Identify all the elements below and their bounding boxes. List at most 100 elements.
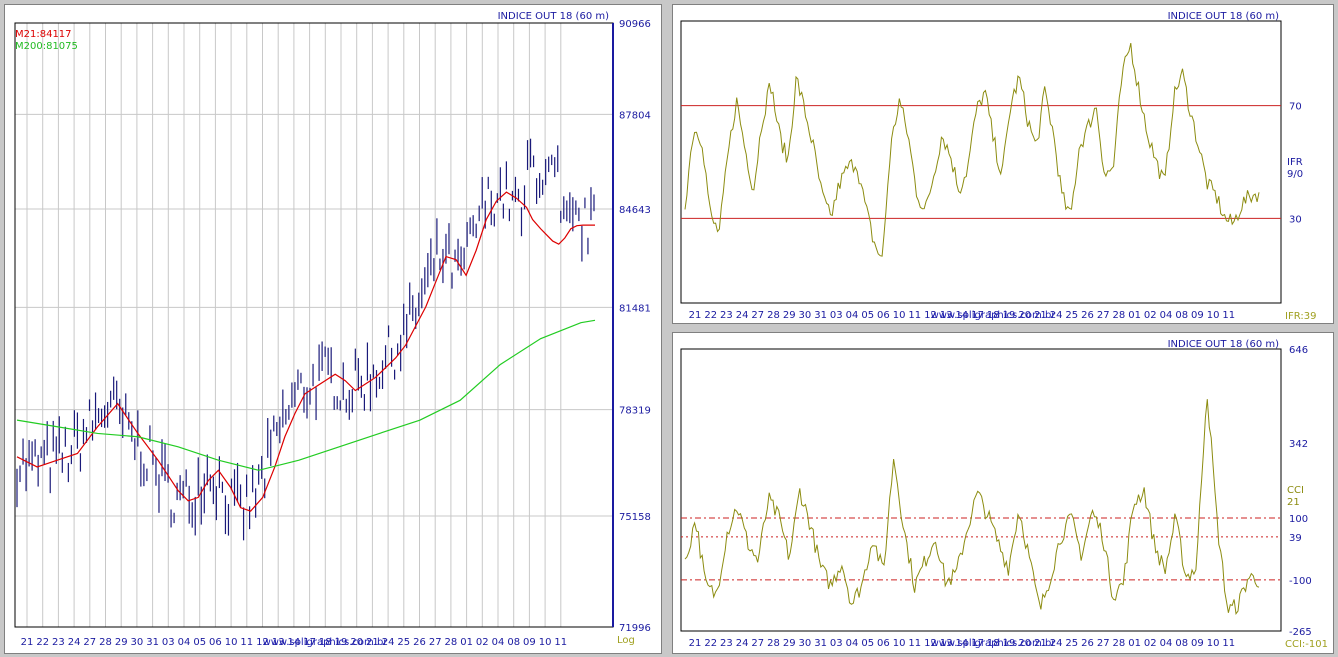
x-tick-label: 28 bbox=[767, 638, 780, 649]
x-tick-label: 12 bbox=[924, 310, 937, 321]
x-tick-label: 28 bbox=[1113, 310, 1126, 321]
x-tick-label: 28 bbox=[445, 637, 458, 648]
y-tick-label: 75158 bbox=[619, 512, 651, 523]
x-tick-label: 11 bbox=[1222, 310, 1235, 321]
y-tick-label: 70 bbox=[1289, 102, 1302, 113]
x-tick-label: 24 bbox=[736, 638, 749, 649]
legend-m200: M200:81075 bbox=[15, 41, 78, 52]
x-tick-label: 05 bbox=[861, 310, 874, 321]
x-tick-label: 28 bbox=[99, 637, 112, 648]
x-tick-label: 27 bbox=[429, 637, 442, 648]
x-tick-label: 05 bbox=[861, 638, 874, 649]
x-tick-label: 17 bbox=[971, 638, 984, 649]
x-tick-label: 30 bbox=[799, 638, 812, 649]
x-tick-label: 27 bbox=[83, 637, 96, 648]
y-tick-label: -265 bbox=[1289, 627, 1312, 638]
price-bars bbox=[16, 138, 595, 541]
watermark: www.spligraphics.com.br bbox=[931, 638, 1057, 649]
indicator-name: CCI bbox=[1287, 485, 1304, 496]
y-tick-label: 81481 bbox=[619, 303, 651, 314]
y-tick-label: 100 bbox=[1289, 514, 1308, 525]
x-tick-label: 29 bbox=[783, 638, 796, 649]
x-tick-label: 26 bbox=[1081, 638, 1094, 649]
x-tick-label: 31 bbox=[146, 637, 159, 648]
watermark: www.spligraphics.com.br bbox=[263, 637, 389, 648]
chart-title: INDICE OUT 18 (60 m) bbox=[498, 11, 609, 22]
x-tick-label: 27 bbox=[751, 310, 764, 321]
indicator-name: IFR bbox=[1287, 157, 1303, 168]
x-tick-label: 10 bbox=[893, 638, 906, 649]
x-tick-label: 01 bbox=[1128, 638, 1141, 649]
x-tick-label: 28 bbox=[1113, 638, 1126, 649]
x-tick-label: 11 bbox=[1222, 638, 1235, 649]
x-tick-label: 23 bbox=[720, 310, 733, 321]
x-tick-label: 20 bbox=[1018, 310, 1031, 321]
cci-chart: INDICE OUT 18 (60 m)64634210039-100-265C… bbox=[680, 339, 1328, 650]
x-tick-label: 01 bbox=[1128, 310, 1141, 321]
x-tick-label: 11 bbox=[554, 637, 567, 648]
x-tick-label: 06 bbox=[877, 310, 890, 321]
watermark: www.spligraphics.com.br bbox=[931, 310, 1057, 321]
m200-line bbox=[16, 319, 596, 471]
x-tick-label: 26 bbox=[413, 637, 426, 648]
log-label: Log bbox=[617, 635, 635, 646]
x-tick-label: 20 bbox=[1018, 638, 1031, 649]
x-tick-label: 04 bbox=[1160, 310, 1173, 321]
x-tick-label: 19 bbox=[1003, 310, 1016, 321]
x-tick-label: 25 bbox=[397, 637, 410, 648]
x-tick-label: 13 bbox=[272, 637, 285, 648]
x-tick-label: 21 bbox=[21, 637, 34, 648]
plot-frame bbox=[680, 348, 1282, 632]
x-tick-label: 04 bbox=[178, 637, 191, 648]
x-tick-label: 06 bbox=[209, 637, 222, 648]
y-tick-label: 71996 bbox=[619, 623, 651, 634]
x-tick-label: 18 bbox=[319, 637, 332, 648]
x-tick-label: 06 bbox=[877, 638, 890, 649]
x-tick-label: 20 bbox=[350, 637, 363, 648]
x-tick-label: 02 bbox=[1144, 310, 1157, 321]
x-tick-label: 01 bbox=[460, 637, 473, 648]
x-tick-label: 11 bbox=[908, 638, 921, 649]
x-tick-label: 14 bbox=[288, 637, 301, 648]
legend-m21: M21:84117 bbox=[15, 29, 72, 40]
x-tick-label: 27 bbox=[751, 638, 764, 649]
x-tick-label: 25 bbox=[1065, 638, 1078, 649]
x-tick-label: 17 bbox=[971, 310, 984, 321]
x-tick-label: 27 bbox=[1097, 638, 1110, 649]
x-tick-label: 21 bbox=[1034, 310, 1047, 321]
x-tick-label: 14 bbox=[956, 638, 969, 649]
x-tick-label: 22 bbox=[704, 310, 717, 321]
x-tick-label: 27 bbox=[1097, 310, 1110, 321]
x-tick-label: 08 bbox=[1175, 310, 1188, 321]
x-tick-label: 17 bbox=[303, 637, 316, 648]
x-tick-label: 12 bbox=[256, 637, 269, 648]
x-tick-label: 13 bbox=[940, 310, 953, 321]
chart-title: INDICE OUT 18 (60 m) bbox=[1168, 339, 1279, 350]
x-tick-label: 02 bbox=[476, 637, 489, 648]
y-tick-label: 84643 bbox=[619, 205, 651, 216]
x-tick-label: 10 bbox=[893, 310, 906, 321]
x-tick-label: 11 bbox=[240, 637, 253, 648]
x-tick-label: 13 bbox=[940, 638, 953, 649]
x-tick-label: 02 bbox=[1144, 638, 1157, 649]
x-tick-label: 14 bbox=[956, 310, 969, 321]
x-tick-label: 21 bbox=[689, 310, 702, 321]
indicator-period: 21 bbox=[1287, 497, 1300, 508]
x-tick-label: 03 bbox=[162, 637, 175, 648]
indicator-readout: CCI:-101 bbox=[1285, 639, 1328, 650]
x-tick-label: 25 bbox=[1065, 310, 1078, 321]
x-tick-label: 21 bbox=[366, 637, 379, 648]
x-tick-label: 10 bbox=[539, 637, 552, 648]
y-tick-label: 90966 bbox=[619, 19, 651, 30]
x-tick-label: 09 bbox=[1191, 638, 1204, 649]
cci-panel: INDICE OUT 18 (60 m) 646 342 100 39 -100 -265 C… bbox=[672, 332, 1334, 654]
x-tick-label: 08 bbox=[507, 637, 520, 648]
x-tick-label: 23 bbox=[52, 637, 65, 648]
indicator-line bbox=[684, 399, 1260, 615]
ifr-panel: INDICE OUT 18 (60 m) 70 30 IFR 9/0 IFR:39 21 22… bbox=[672, 4, 1334, 324]
x-tick-label: 30 bbox=[799, 310, 812, 321]
x-tick-label: 24 bbox=[1050, 310, 1063, 321]
indicator-period: 9/0 bbox=[1287, 169, 1303, 180]
x-tick-label: 28 bbox=[767, 310, 780, 321]
